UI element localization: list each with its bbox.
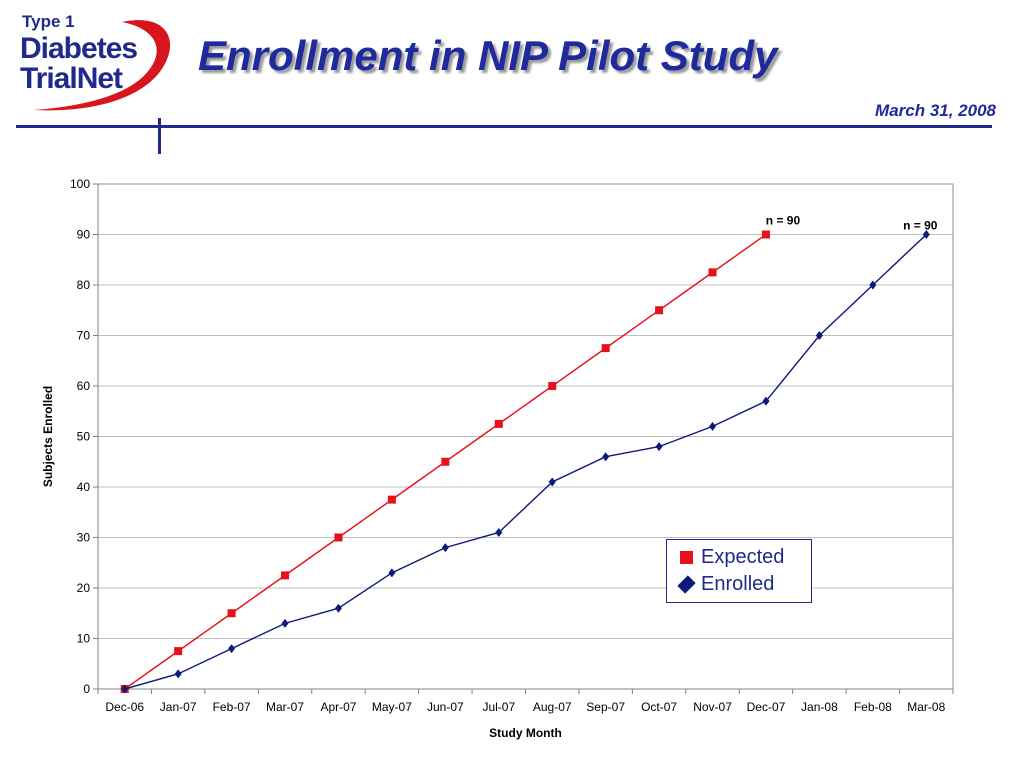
data-point-expected <box>227 609 236 618</box>
y-tick-label: 40 <box>77 480 91 494</box>
chart-grid <box>98 183 953 639</box>
report-date: March 31, 2008 <box>875 101 996 120</box>
data-point-expected <box>387 495 396 504</box>
x-tick-label: Jun-07 <box>427 700 464 714</box>
annotation-label: n = 90 <box>766 214 801 228</box>
x-tick-label: Feb-08 <box>854 700 892 714</box>
legend-label-expected: Expected <box>701 546 785 568</box>
y-tick-label: 100 <box>70 177 90 191</box>
x-axis-label: Study Month <box>489 726 562 740</box>
data-point-enrolled <box>281 618 289 628</box>
x-tick-label: Oct-07 <box>641 700 677 714</box>
data-point-enrolled <box>709 421 717 431</box>
x-tick-label: Jan-07 <box>160 700 197 714</box>
data-point-enrolled <box>334 603 342 613</box>
y-tick-label: 30 <box>77 531 91 545</box>
data-point-enrolled <box>762 396 770 406</box>
x-tick-label: Mar-07 <box>266 700 304 714</box>
x-tick-label: Dec-06 <box>105 700 144 714</box>
data-point-expected <box>601 344 610 353</box>
data-point-enrolled <box>121 684 129 694</box>
data-point-expected <box>281 571 290 580</box>
x-tick-label: Sep-07 <box>586 700 625 714</box>
x-axis: Dec-06 Jan-07 Feb-07 Mar-07 Apr-07 May-07 Jun-… <box>97 688 954 714</box>
header-tick <box>158 118 161 154</box>
y-tick-label: 0 <box>83 682 90 696</box>
y-tick-label: 10 <box>77 632 91 646</box>
legend-item-enrolled: Enrolled <box>676 571 811 598</box>
chart-series <box>120 230 930 694</box>
series-line-enrolled <box>124 233 927 690</box>
x-tick-label: Jan-08 <box>801 700 838 714</box>
logo-text-type1: Type 1 <box>22 12 75 31</box>
data-point-expected <box>441 457 450 466</box>
y-axis: 0 10 20 30 40 50 60 70 80 90 100 <box>70 177 99 696</box>
data-point-expected <box>334 533 343 542</box>
data-point-enrolled <box>655 442 663 452</box>
data-point-enrolled <box>441 543 449 553</box>
data-point-enrolled <box>815 331 823 340</box>
page-title: Enrollment in NIP Pilot Study <box>198 32 778 79</box>
logo-text-trialnet: TrialNet <box>20 62 123 95</box>
chart-annotations: n = 90 n = 90 <box>766 214 938 233</box>
chart-legend: Expected Enrolled <box>666 539 812 603</box>
diamond-marker-icon <box>676 575 696 594</box>
data-point-expected <box>174 647 183 656</box>
legend-label-enrolled: Enrolled <box>701 573 775 595</box>
x-tick-label: Dec-07 <box>747 700 786 714</box>
data-point-expected <box>761 230 770 239</box>
logo-swoosh-icon <box>34 20 171 111</box>
y-axis-label: Subjects Enrolled <box>41 386 55 487</box>
y-tick-label: 80 <box>77 278 91 292</box>
data-point-expected <box>548 382 557 390</box>
data-point-expected <box>494 419 503 428</box>
x-tick-label: May-07 <box>372 700 412 714</box>
data-point-expected <box>708 268 717 277</box>
y-tick-label: 20 <box>77 581 91 595</box>
data-point-enrolled <box>228 644 236 654</box>
x-tick-label: Aug-07 <box>533 700 572 714</box>
data-point-expected <box>655 306 664 315</box>
data-point-enrolled <box>869 280 877 290</box>
y-tick-label: 60 <box>77 379 91 393</box>
x-tick-label: Apr-07 <box>320 700 356 714</box>
y-tick-label: 50 <box>77 430 91 444</box>
legend-item-expected: Expected <box>676 544 811 571</box>
data-point-enrolled <box>388 568 396 578</box>
data-point-enrolled <box>174 669 182 679</box>
logo-text-diabetes: Diabetes <box>20 32 138 65</box>
square-marker-icon <box>676 551 696 564</box>
data-point-enrolled <box>548 477 556 487</box>
trialnet-logo: Type 1 Diabetes TrialNet <box>14 8 184 118</box>
x-tick-label: Feb-07 <box>213 700 251 714</box>
x-tick-label: Mar-08 <box>907 700 945 714</box>
header-rule <box>16 125 992 128</box>
x-tick-label: Jul-07 <box>482 700 515 714</box>
data-point-enrolled <box>495 527 503 537</box>
y-tick-label: 90 <box>77 228 91 242</box>
data-point-enrolled <box>922 230 930 239</box>
y-tick-label: 70 <box>77 329 91 343</box>
annotation-label: n = 90 <box>903 219 938 233</box>
x-tick-label: Nov-07 <box>693 700 732 714</box>
data-point-enrolled <box>602 452 610 462</box>
